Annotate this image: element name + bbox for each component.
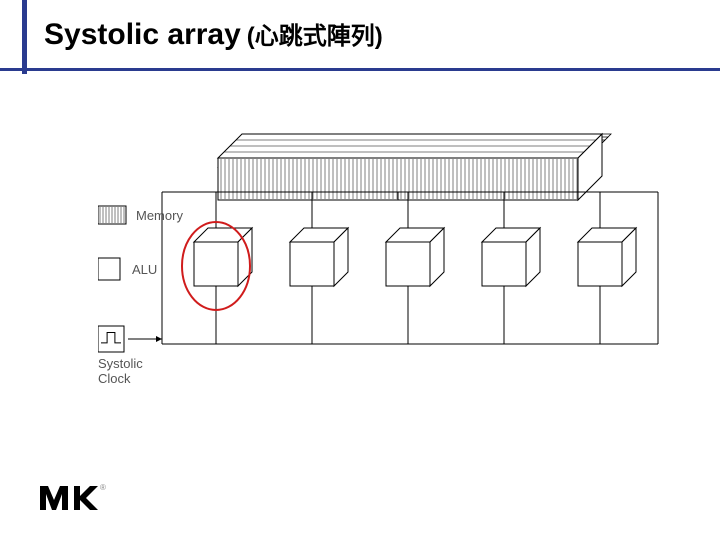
slide-title: Systolic array (心跳式陣列) xyxy=(44,16,383,52)
accent-vertical-bar xyxy=(22,0,27,74)
slide: Systolic array (心跳式陣列) Memory ALU Systolic… xyxy=(0,0,720,540)
svg-text:®: ® xyxy=(100,483,106,492)
svg-text:Memory: Memory xyxy=(136,208,183,223)
title-main-text: Systolic array xyxy=(44,18,241,52)
svg-text:ALU: ALU xyxy=(132,262,157,277)
systolic-diagram: Memory ALU SystolicClock xyxy=(98,130,678,430)
accent-horizontal-rule xyxy=(0,68,720,71)
svg-text:Systolic: Systolic xyxy=(98,356,143,371)
publisher-logo: ® xyxy=(38,480,106,516)
svg-text:Clock: Clock xyxy=(98,371,131,386)
title-sub-text: (心跳式陣列) xyxy=(247,16,383,51)
